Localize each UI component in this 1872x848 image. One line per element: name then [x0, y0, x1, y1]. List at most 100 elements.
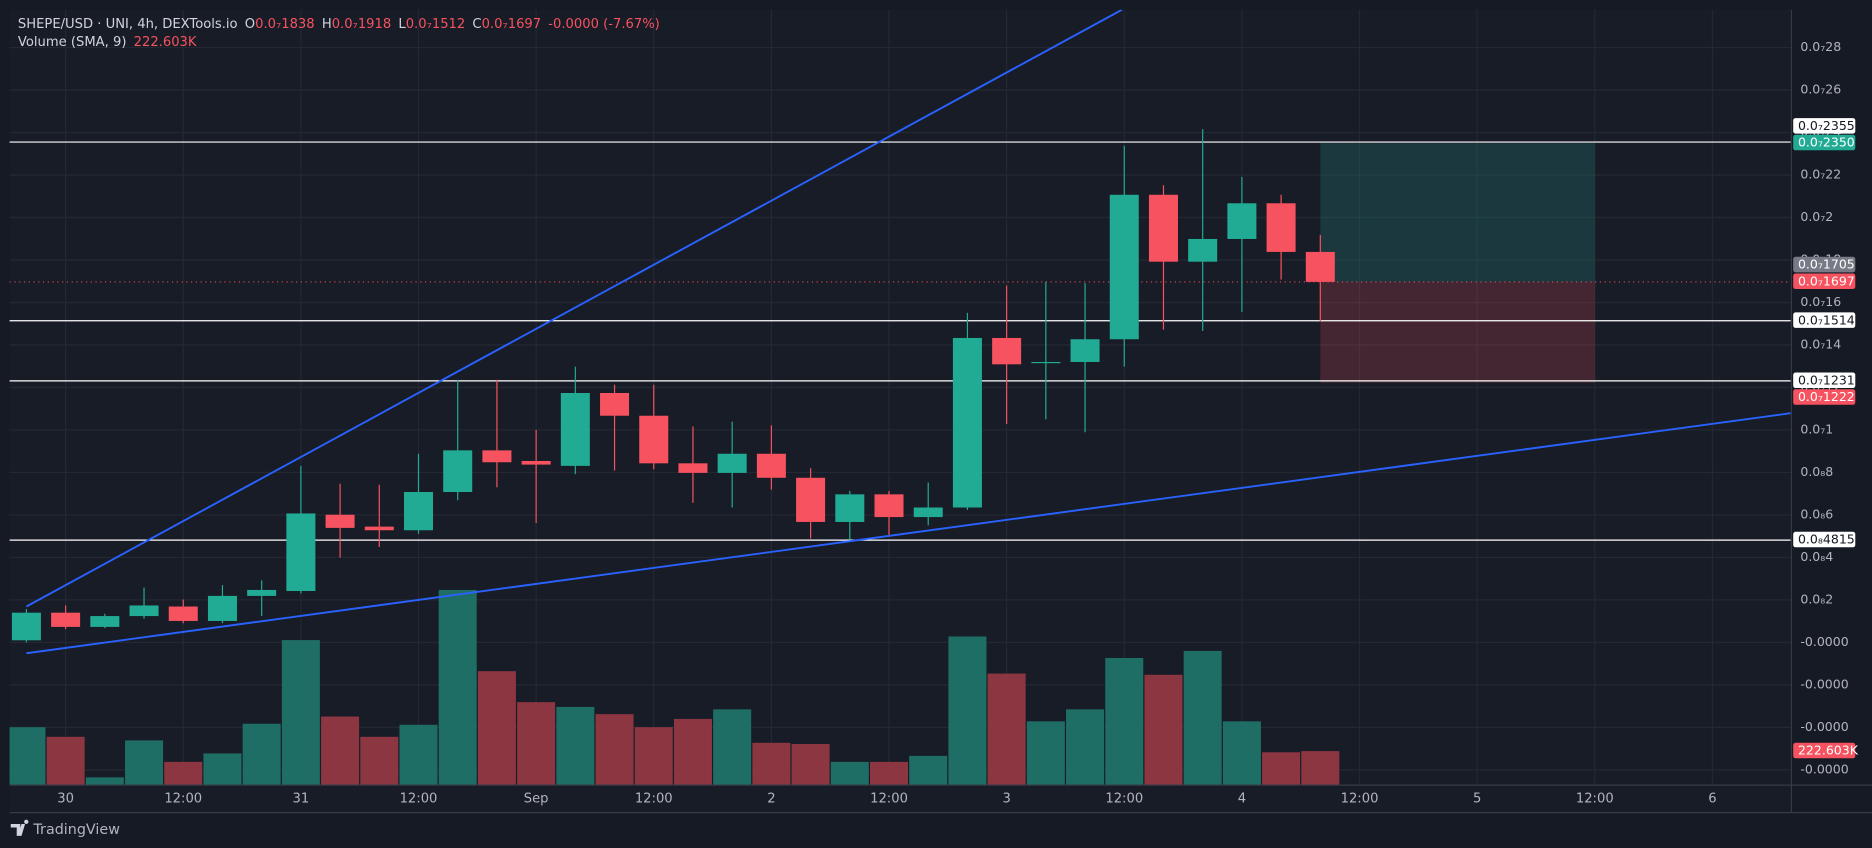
- candle-body: [639, 415, 669, 464]
- candle-body: [521, 460, 551, 465]
- price-label-box: [1793, 134, 1856, 151]
- candle-body: [1109, 194, 1139, 340]
- x-tick-label: 3: [1002, 791, 1010, 806]
- price-label: 0.0₇1514: [1798, 312, 1855, 327]
- position-loss-zone: [1320, 281, 1595, 383]
- axes: 0.0₇280.0₇260.0₇240.0₇220.0₇20.0₇180.0₇1…: [57, 39, 1848, 806]
- volume-bar: [987, 673, 1026, 785]
- volume-bar: [1066, 709, 1105, 785]
- price-label-box: [1793, 531, 1856, 548]
- volume-bar: [1222, 721, 1261, 785]
- volume-legend: Volume (SMA, 9) 222.603K: [18, 34, 197, 49]
- x-tick-label: 12:00: [1576, 791, 1614, 806]
- volume-bar: [556, 706, 595, 785]
- price-label-box: [1793, 372, 1856, 389]
- volume-bar: [438, 589, 477, 785]
- y-tick-label: -0.0000: [1800, 634, 1848, 649]
- legend-line: SHEPE/USD · UNI, 4h, DEXTools.io O0.0₇183…: [18, 17, 660, 32]
- y-tick-label: 0.0₇2: [1800, 209, 1833, 224]
- candle-body: [325, 514, 355, 528]
- candle-body: [560, 392, 590, 466]
- volume-bar: [9, 727, 46, 785]
- candle-body: [11, 612, 41, 641]
- candle-body: [247, 589, 277, 596]
- price-label: 0.0₇1222: [1798, 389, 1855, 404]
- legend-value: 0.0₇1918: [332, 17, 392, 32]
- volume-bar: [321, 716, 360, 785]
- candle-body: [1266, 203, 1296, 252]
- volume-bar: [164, 761, 203, 785]
- candle-body: [1188, 238, 1218, 262]
- candle-body: [482, 450, 512, 463]
- price-label: 0.0₇1697: [1798, 273, 1855, 288]
- volume-legend-value: 222.603K: [134, 34, 197, 49]
- x-tick-label: 12:00: [164, 791, 202, 806]
- legend-value: 0.0₇1697: [482, 17, 542, 32]
- x-tick-label: 6: [1708, 791, 1716, 806]
- legend-title: SHEPE/USD · UNI, 4h, DEXTools.io: [18, 17, 238, 32]
- candle-body: [835, 494, 865, 522]
- volume-label: 222.603K: [1798, 743, 1859, 758]
- volume-bar: [713, 709, 752, 785]
- y-tick-label: -0.0000: [1800, 719, 1848, 734]
- brand-logo: [10, 819, 29, 836]
- volume-bar: [870, 761, 909, 785]
- volume-bar: [634, 727, 673, 785]
- candle-body: [796, 477, 826, 522]
- volume-bar: [281, 640, 320, 785]
- y-tick-label: 0.0₈8: [1800, 464, 1833, 479]
- candle-body: [168, 606, 198, 621]
- candle-body: [286, 513, 316, 592]
- price-label: 0.0₇1705: [1798, 257, 1855, 272]
- volume-bar: [948, 636, 987, 785]
- volume-bar: [125, 740, 164, 785]
- volume-bar: [46, 736, 85, 785]
- candle-body: [1148, 194, 1178, 262]
- x-tick-label: 12:00: [635, 791, 673, 806]
- candle-body: [1227, 203, 1257, 239]
- price-label-box: [1793, 118, 1856, 134]
- candle-body: [364, 526, 394, 531]
- candle-body: [1305, 251, 1335, 282]
- candle-body: [952, 337, 982, 508]
- y-tick-label: 0.0₈6: [1800, 506, 1833, 521]
- volume-bar: [752, 742, 791, 785]
- volume-bar: [791, 744, 830, 785]
- legend-key: C: [472, 17, 481, 32]
- x-tick-label: 31: [293, 791, 310, 806]
- price-label: 0.0₇1231: [1798, 372, 1855, 387]
- volume-label-box: [1793, 742, 1856, 759]
- volume-bar: [203, 753, 242, 785]
- y-tick-label: 0.0₇22: [1800, 167, 1841, 182]
- candle-body: [756, 453, 786, 478]
- volume-bar: [517, 702, 556, 785]
- candle-body: [51, 612, 81, 627]
- y-tick-label: 0.0₈2: [1800, 591, 1833, 606]
- candle-body: [403, 491, 434, 531]
- x-tick-label: Sep: [524, 791, 549, 806]
- volume-title: Volume (SMA, 9): [18, 34, 127, 49]
- candle-body: [992, 337, 1022, 365]
- candle-body: [443, 450, 473, 492]
- brand: TradingView: [10, 819, 120, 838]
- x-tick-label: 4: [1238, 791, 1246, 806]
- legend-change: -0.0000 (-7.67%): [548, 17, 660, 32]
- price-label: 0.0₈4815: [1798, 532, 1855, 547]
- legend-key: H: [322, 17, 332, 32]
- candle-body: [90, 616, 120, 627]
- volume-bar: [399, 724, 438, 785]
- volume-bar: [909, 755, 948, 785]
- candle-body: [678, 463, 708, 473]
- candle-body: [1031, 361, 1061, 364]
- volume-bar: [85, 777, 124, 785]
- price-label-box: [1793, 312, 1856, 328]
- legend-key: O: [245, 17, 255, 32]
- y-tick-label: 0.0₈4: [1800, 549, 1833, 564]
- x-tick-label: 5: [1473, 791, 1481, 806]
- y-tick-label: 0.0₇28: [1800, 39, 1841, 54]
- candle-body: [1070, 339, 1100, 362]
- position-profit-zone: [1320, 143, 1595, 282]
- candle-body: [913, 507, 943, 518]
